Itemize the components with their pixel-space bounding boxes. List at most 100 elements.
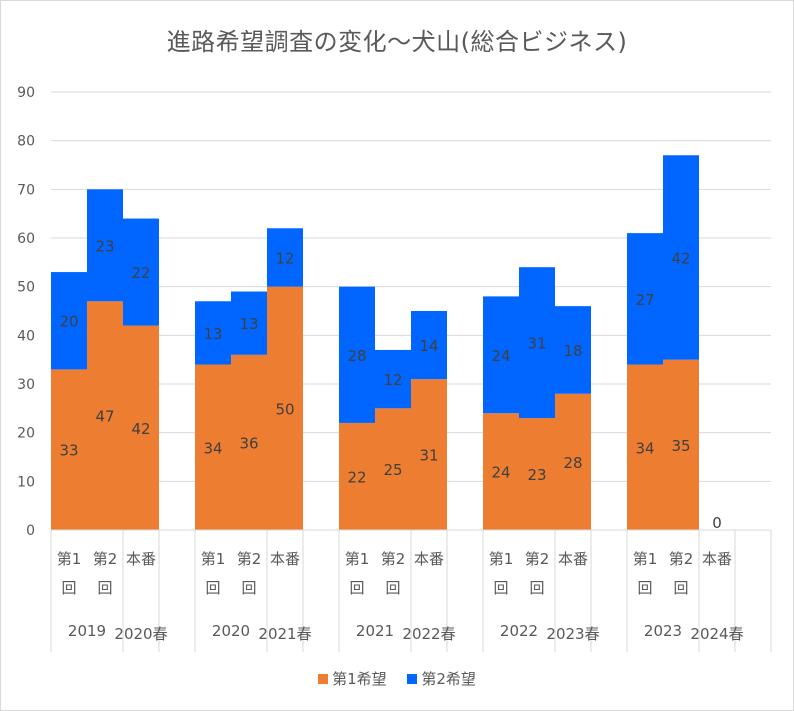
legend-swatch-second-choice xyxy=(407,673,418,684)
data-label: 18 xyxy=(563,342,582,360)
bar-segment xyxy=(123,218,159,326)
x-subcategory-label: 第1 xyxy=(345,550,370,568)
x-subcategory-label: 本番 xyxy=(270,550,300,568)
bar-segment xyxy=(375,349,411,409)
y-tick-label: 10 xyxy=(17,474,35,490)
data-label: 34 xyxy=(203,439,222,457)
x-subcategory-label: 回 xyxy=(241,579,256,597)
x-subcategory-label: 本番 xyxy=(558,550,588,568)
bar-segment xyxy=(267,286,303,530)
y-axis: 0 10 20 30 40 50 60 70 80 90 xyxy=(17,85,35,539)
data-label: 34 xyxy=(635,439,654,457)
bar-segment xyxy=(483,296,519,414)
bar-segment xyxy=(519,267,555,419)
bar-segment xyxy=(267,228,303,287)
data-label: 12 xyxy=(275,249,294,267)
y-tick-label: 0 xyxy=(26,523,35,539)
x-subcategory-label: 回 xyxy=(349,579,364,597)
bar-segment xyxy=(519,418,555,530)
x-group-year-label: 2020 xyxy=(212,622,250,640)
chart-title: 進路希望調査の変化～犬山(総合ビジネス) xyxy=(166,28,628,56)
data-label: 24 xyxy=(491,464,510,482)
x-subcategory-label: 第2 xyxy=(381,550,406,568)
y-tick-label: 60 xyxy=(17,231,35,247)
data-label: 31 xyxy=(527,335,546,353)
legend-item-second-choice: 第2希望 xyxy=(407,668,476,689)
x-group-spring-label: 2023春 xyxy=(546,625,599,643)
y-tick-label: 80 xyxy=(17,134,35,150)
data-label: 23 xyxy=(95,237,114,255)
x-subcategory-label: 本番 xyxy=(126,550,156,568)
bar-segment xyxy=(195,301,231,365)
x-group-year-label: 2023 xyxy=(644,622,682,640)
data-label: 42 xyxy=(671,249,690,267)
data-label: 28 xyxy=(347,347,366,365)
bars xyxy=(51,155,699,530)
y-tick-label: 50 xyxy=(17,280,35,296)
data-label: 23 xyxy=(527,466,546,484)
x-subcategory-label: 回 xyxy=(97,579,112,597)
x-group-spring-label: 2022春 xyxy=(402,625,455,643)
bar-segment xyxy=(555,393,591,530)
bar-segment xyxy=(51,272,87,370)
bar-segment xyxy=(339,422,375,530)
y-tick-label: 30 xyxy=(17,377,35,393)
bar-segment xyxy=(627,364,663,530)
legend-item-first-choice: 第1希望 xyxy=(318,668,387,689)
x-group-year-label: 2021 xyxy=(356,622,394,640)
bar-segment xyxy=(123,325,159,530)
bar-segment xyxy=(411,311,447,380)
x-group-year-label: 2022 xyxy=(500,622,538,640)
data-label: 25 xyxy=(383,461,402,479)
bar-segment xyxy=(663,359,699,530)
x-subcategory-label: 第1 xyxy=(633,550,658,568)
data-labels: 33 20 47 23 42 22 34 13 36 13 50 12 22 28 25 12 31 14 24 24… xyxy=(59,237,721,532)
bar-segment xyxy=(195,364,231,530)
x-subcategory-label: 回 xyxy=(493,579,508,597)
data-label: 24 xyxy=(491,347,510,365)
data-label: 14 xyxy=(419,337,438,355)
bar-segment xyxy=(375,408,411,530)
x-group-spring-label: 2024春 xyxy=(690,625,743,643)
data-label: 28 xyxy=(563,454,582,472)
x-subcategory-label: 第2 xyxy=(237,550,262,568)
x-subcategory-label: 回 xyxy=(385,579,400,597)
y-tick-label: 70 xyxy=(17,182,35,198)
data-label: 35 xyxy=(671,437,690,455)
x-subcategory-label: 本番 xyxy=(414,550,444,568)
bar-segment xyxy=(555,306,591,394)
bar-segment xyxy=(87,189,123,302)
data-label: 36 xyxy=(239,434,258,452)
x-subcategory-label: 第2 xyxy=(93,550,118,568)
y-tick-label: 90 xyxy=(17,85,35,101)
bar-segment xyxy=(627,233,663,365)
y-tick-label: 40 xyxy=(17,328,35,344)
x-subcategory-label: 回 xyxy=(637,579,652,597)
x-group-spring-label: 2020春 xyxy=(114,625,167,643)
data-label: 47 xyxy=(95,408,114,426)
bar-segment xyxy=(231,354,267,530)
bar-segment xyxy=(483,413,519,530)
data-label: 50 xyxy=(275,400,294,418)
x-subcategory-label: 第2 xyxy=(525,550,550,568)
data-label: 20 xyxy=(59,313,78,331)
legend: 第1希望 第2希望 xyxy=(0,668,794,689)
legend-label-first-choice: 第1希望 xyxy=(332,670,387,688)
legend-label-second-choice: 第2希望 xyxy=(421,670,476,688)
x-group-spring-label: 2021春 xyxy=(258,625,311,643)
x-group-year-label: 2019 xyxy=(68,622,106,640)
data-label: 22 xyxy=(131,264,150,282)
data-label: 13 xyxy=(203,325,222,343)
bar-segment xyxy=(87,301,123,530)
bar-segment xyxy=(231,291,267,355)
data-label: 31 xyxy=(419,447,438,465)
data-label: 27 xyxy=(635,291,654,309)
bar-segment xyxy=(411,379,447,530)
data-label: 22 xyxy=(347,468,366,486)
x-subcategory-label: 本番 xyxy=(702,550,732,568)
data-label: 13 xyxy=(239,315,258,333)
bar-segment xyxy=(339,286,375,423)
x-subcategory-label: 回 xyxy=(61,579,76,597)
x-subcategory-label: 第1 xyxy=(489,550,514,568)
